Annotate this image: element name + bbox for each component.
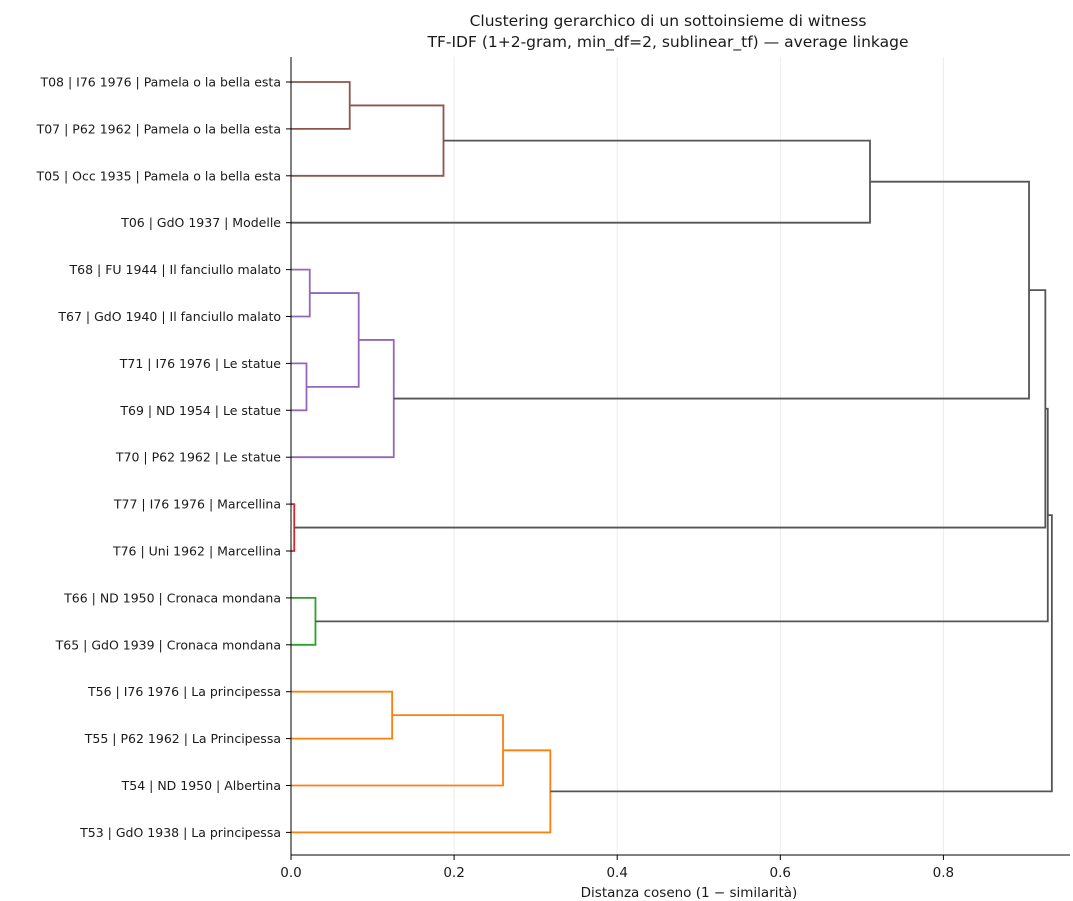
leaf-label: T66 | ND 1950 | Cronaca mondana (63, 590, 281, 605)
leaf-label: T65 | GdO 1939 | Cronaca mondana (55, 637, 281, 652)
x-tick-label: 0.4 (606, 865, 627, 881)
dendrogram-link-h (393, 180, 1030, 400)
x-tick-label: 0.8 (933, 865, 954, 881)
leaf-labels: T08 | I76 1976 | Pamela o la bella esta T… (35, 75, 291, 840)
dendrogram-link-m (291, 690, 394, 740)
leaf-label: T76 | Uni 1962 | Marcellina (112, 544, 281, 559)
x-tick-label: 0.6 (770, 865, 791, 881)
leaf-label: T56 | I76 1976 | La principessa (87, 684, 281, 699)
dendrogram-link-p (550, 514, 1053, 793)
dendrogram-link-l (315, 407, 1049, 623)
x-tick-label: 0.0 (280, 865, 301, 881)
chart-title-line-2: TF-IDF (1+2-gram, min_df=2, sublinear_tf… (427, 33, 909, 52)
leaf-label: T07 | P62 1962 | Pamela o la bella esta (36, 121, 281, 136)
dendrogram-link-n (291, 714, 504, 787)
leaf-label: T08 | I76 1976 | Pamela o la bella esta (39, 75, 281, 90)
dendrogram-link-k (291, 597, 317, 646)
chart-title-line-1: Clustering gerarchico di un sottoinsieme… (470, 12, 867, 30)
dendrogram-link-d (291, 268, 311, 318)
leaf-label: T77 | I76 1976 | Marcellina (113, 497, 281, 512)
leaf-label: T55 | P62 1962 | La Principessa (84, 731, 281, 746)
x-tick-label: 0.2 (443, 865, 464, 881)
leaf-label: T68 | FU 1944 | Il fanciullo malato (69, 262, 281, 277)
leaf-label: T06 | GdO 1937 | Modelle (120, 215, 281, 230)
leaf-label: T71 | I76 1976 | Le statue (119, 356, 282, 371)
leaf-label: T67 | GdO 1940 | Il fanciullo malato (57, 309, 281, 324)
leaf-label: T54 | ND 1950 | Albertina (121, 778, 281, 793)
dendrogram-link-j (294, 289, 1047, 529)
leaf-label: T53 | GdO 1938 | La principessa (79, 825, 281, 840)
x-axis-label: Distanza coseno (1 − similarità) (581, 885, 798, 901)
dendrogram-link-b (291, 104, 445, 177)
dendrogram-link-o (291, 749, 552, 834)
dendrogram-link-f (306, 292, 360, 388)
leaf-label: T05 | Occ 1935 | Pamela o la bella esta (35, 168, 281, 183)
grid-lines (453, 57, 944, 855)
dendrogram-link-a (291, 81, 351, 130)
leaf-label: T70 | P62 1962 | Le statue (115, 450, 281, 465)
dendrogram-links (291, 81, 1053, 834)
dendrogram-link-e (291, 362, 308, 412)
leaf-label: T69 | ND 1954 | Le statue (119, 403, 281, 418)
dendrogram-link-c (291, 139, 871, 224)
x-axis-ticks: 0.0 0.2 0.4 0.6 0.8 (280, 855, 954, 881)
